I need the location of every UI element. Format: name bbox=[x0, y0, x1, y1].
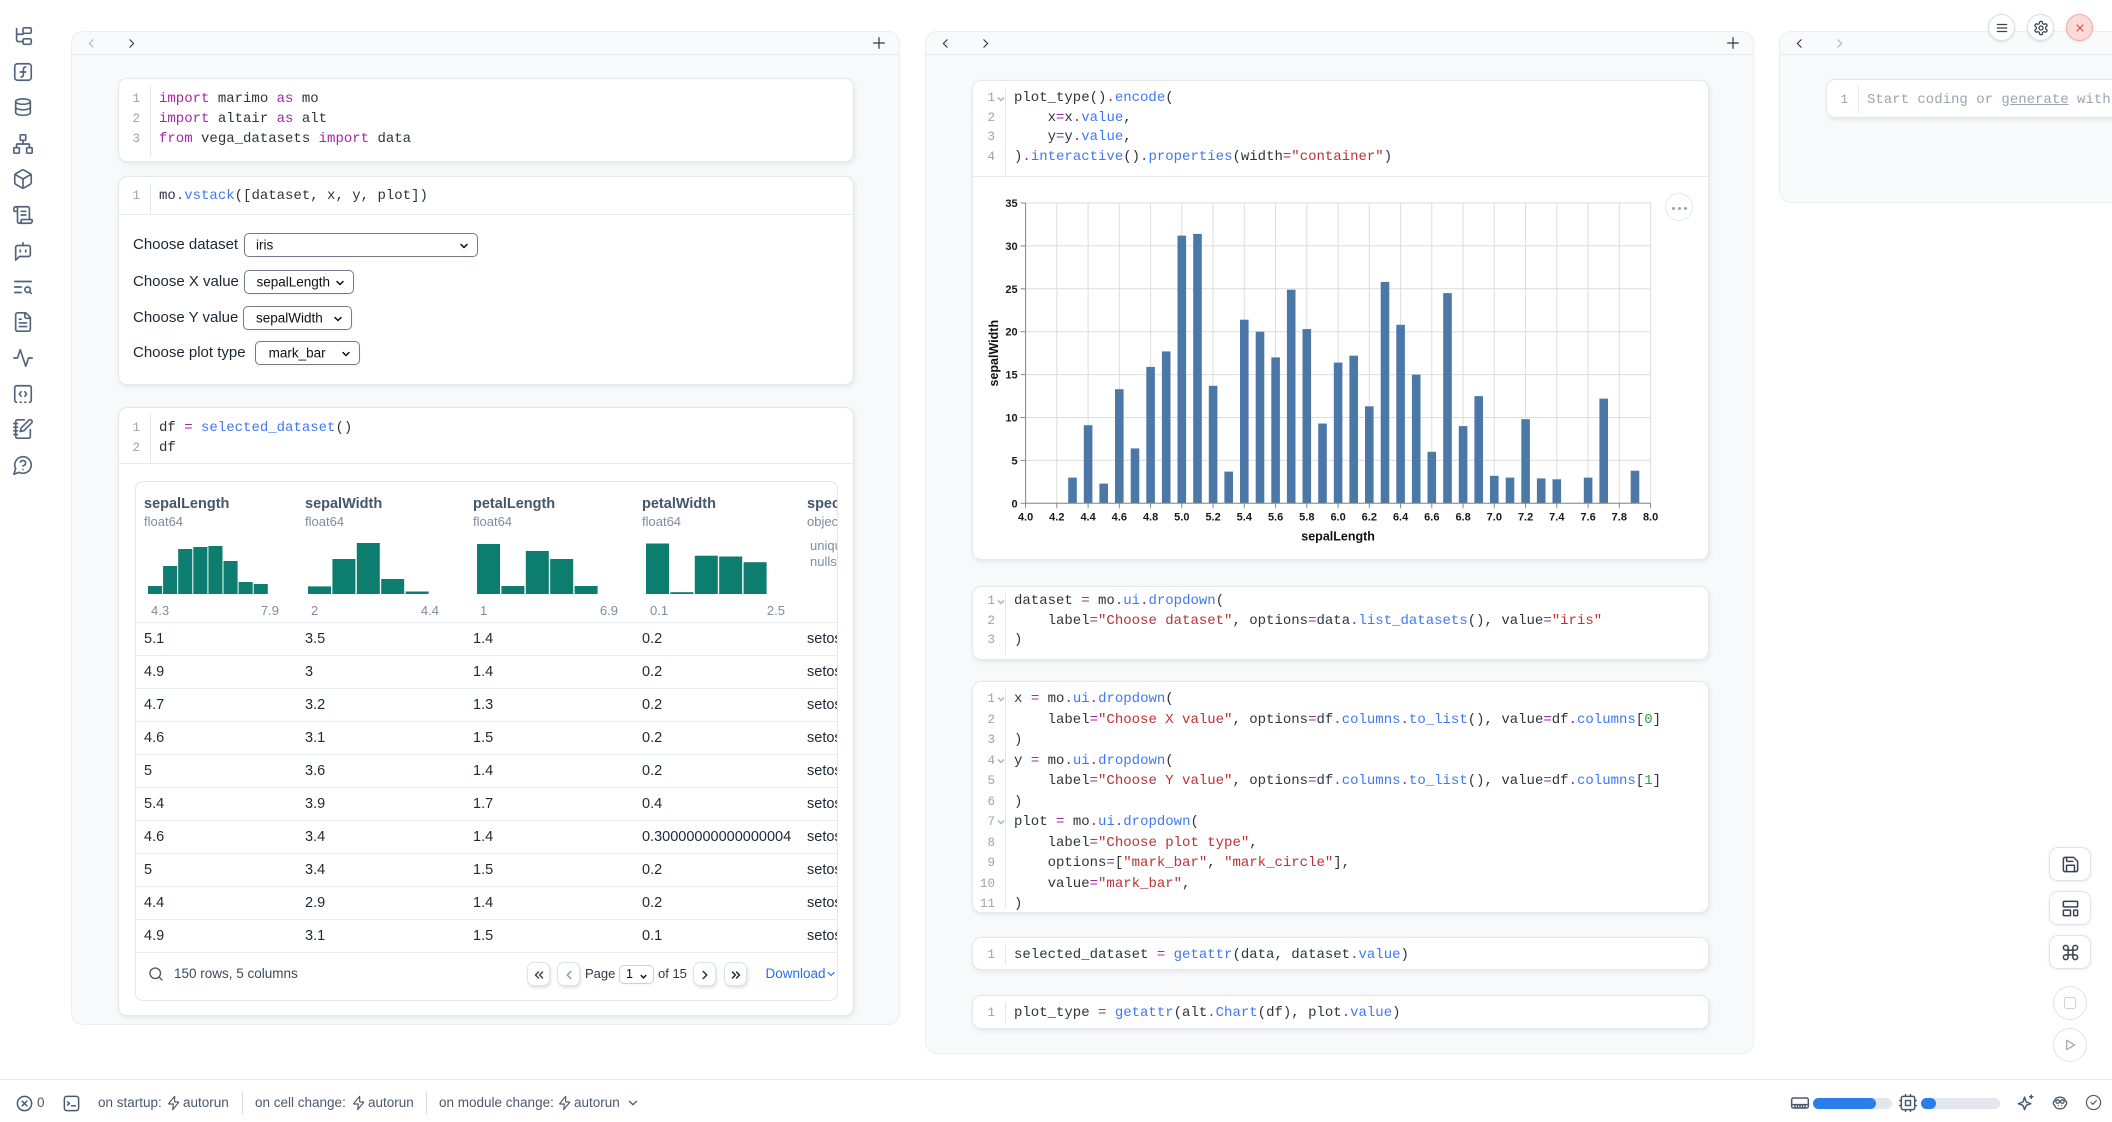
svg-text:7.0: 7.0 bbox=[1487, 511, 1502, 523]
svg-text:sepalLength: sepalLength bbox=[1301, 529, 1375, 543]
svg-text:5.6: 5.6 bbox=[1268, 511, 1283, 523]
svg-text:15: 15 bbox=[1005, 370, 1017, 382]
svg-text:30: 30 bbox=[1005, 241, 1017, 253]
svg-text:35: 35 bbox=[1005, 198, 1017, 210]
svg-text:6.0: 6.0 bbox=[1330, 511, 1345, 523]
svg-text:0: 0 bbox=[1011, 498, 1017, 510]
svg-text:4.6: 4.6 bbox=[1112, 511, 1127, 523]
svg-text:7.6: 7.6 bbox=[1580, 511, 1595, 523]
svg-text:sepalWidth: sepalWidth bbox=[987, 320, 1001, 387]
svg-text:4.4: 4.4 bbox=[1080, 511, 1096, 523]
svg-text:7.2: 7.2 bbox=[1518, 511, 1533, 523]
svg-text:5.2: 5.2 bbox=[1205, 511, 1220, 523]
svg-text:7.4: 7.4 bbox=[1549, 511, 1565, 523]
svg-text:5.8: 5.8 bbox=[1299, 511, 1314, 523]
svg-text:4.8: 4.8 bbox=[1143, 511, 1158, 523]
svg-text:5.0: 5.0 bbox=[1174, 511, 1189, 523]
svg-text:5: 5 bbox=[1011, 455, 1017, 467]
svg-text:5.4: 5.4 bbox=[1237, 511, 1253, 523]
svg-text:6.2: 6.2 bbox=[1362, 511, 1377, 523]
svg-text:4.0: 4.0 bbox=[1018, 511, 1033, 523]
svg-text:7.8: 7.8 bbox=[1612, 511, 1627, 523]
svg-text:6.8: 6.8 bbox=[1455, 511, 1470, 523]
svg-text:6.6: 6.6 bbox=[1424, 511, 1439, 523]
svg-text:4.2: 4.2 bbox=[1049, 511, 1064, 523]
svg-text:6.4: 6.4 bbox=[1393, 511, 1409, 523]
svg-text:20: 20 bbox=[1005, 327, 1017, 339]
svg-text:10: 10 bbox=[1005, 413, 1017, 425]
svg-text:8.0: 8.0 bbox=[1643, 511, 1658, 523]
svg-text:25: 25 bbox=[1005, 284, 1017, 296]
